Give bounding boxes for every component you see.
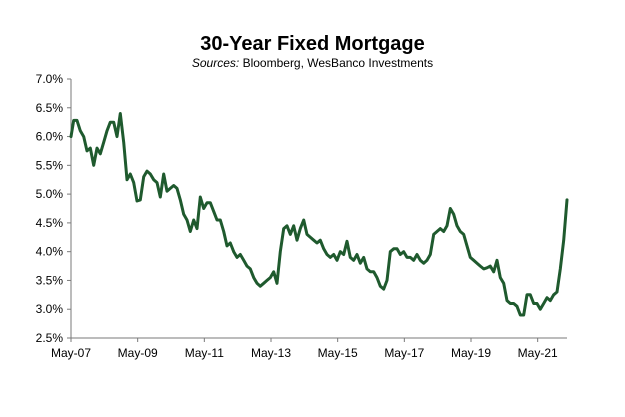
x-tick-label: May-21 <box>518 346 558 360</box>
series-line-mortgage-rate <box>69 112 569 317</box>
subtitle-prefix: Sources: <box>191 56 240 70</box>
plot-area <box>69 112 569 317</box>
y-tick-label: 3.0% <box>36 302 64 316</box>
y-tick-label: 4.0% <box>36 245 64 259</box>
y-tick-label: 5.0% <box>36 187 64 201</box>
chart-subtitle: Sources: Bloomberg, WesBanco Investments <box>0 56 625 70</box>
chart-title: 30-Year Fixed Mortgage <box>200 33 425 55</box>
x-axis: May-07 May-09 May-11 May-13 May-15 May-17 May-… <box>51 338 558 360</box>
x-tick-label: May-15 <box>318 346 358 360</box>
y-tick-label: 5.5% <box>36 158 64 172</box>
x-tick-label: May-19 <box>451 346 491 360</box>
y-tick-label: 6.5% <box>36 101 64 115</box>
x-tick-label: May-17 <box>384 346 424 360</box>
y-tick-label: 4.5% <box>36 216 64 230</box>
y-tick-label: 7.0% <box>36 72 64 86</box>
y-tick-label: 2.5% <box>36 331 64 345</box>
y-tick-label: 6.0% <box>36 130 64 144</box>
x-tick-label: May-07 <box>51 346 91 360</box>
y-axis: 2.5% 3.0% 3.5% 4.0% 4.5% 5.0% 5.5% 6.0% 6.5% 7.0% <box>36 72 71 345</box>
x-tick-label: May-09 <box>118 346 158 360</box>
chart-axes <box>70 79 567 339</box>
y-tick-label: 3.5% <box>36 273 64 287</box>
x-tick-label: May-13 <box>251 346 291 360</box>
subtitle-text: Bloomberg, WesBanco Investments <box>242 56 434 70</box>
x-tick-label: May-11 <box>185 346 224 360</box>
